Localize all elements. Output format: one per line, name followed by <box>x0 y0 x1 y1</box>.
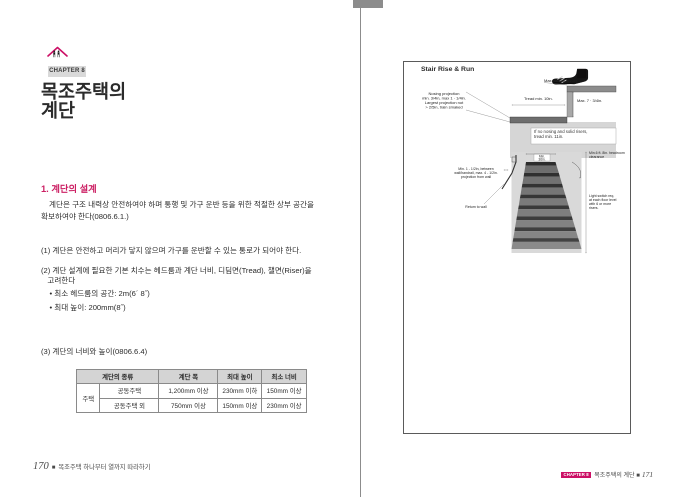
svg-text:> 2/5in, train smaked: > 2/5in, train smaked <box>425 105 462 110</box>
svg-text:Return to wall: Return to wall <box>465 205 487 209</box>
svg-text:projection from wall: projection from wall <box>461 175 491 179</box>
svg-text:36in.: 36in. <box>538 157 545 161</box>
svg-text:risers.: risers. <box>589 206 599 210</box>
svg-text:Max. 7 · 3/4in.: Max. 7 · 3/4in. <box>577 98 602 103</box>
svg-text:tread min. 11in.: tread min. 11in. <box>534 134 563 139</box>
svg-text:Max. radius 9/16in.: Max. radius 9/16in. <box>544 78 578 83</box>
svg-text:Tread min. 10in.: Tread min. 10in. <box>524 96 553 101</box>
svg-text:clearance: clearance <box>589 155 604 159</box>
